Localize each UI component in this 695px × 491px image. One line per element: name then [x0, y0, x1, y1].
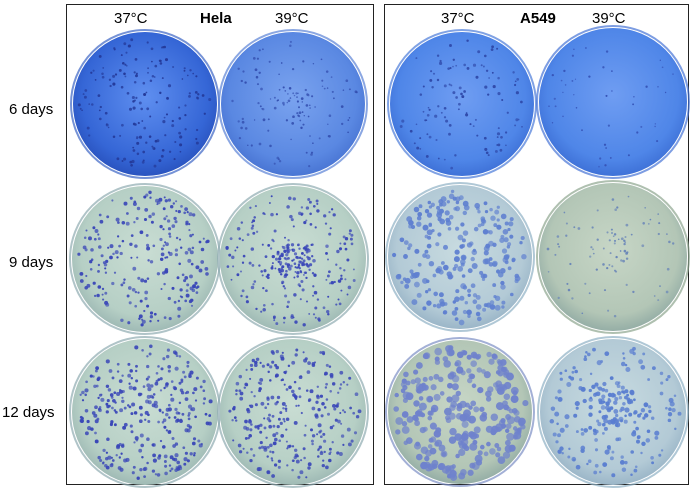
plate-a549-37c-6-days — [387, 29, 537, 179]
plate-hela-37c-12-days — [69, 336, 221, 488]
plate-hela-39c-9-days — [217, 183, 369, 335]
plate-hela-37c-9-days — [69, 183, 221, 335]
plate-hela-37c-6-days — [70, 29, 220, 179]
a549-39c-header: 39°C — [592, 10, 626, 27]
plate-a549-39c-9-days — [536, 180, 690, 334]
hela-37c-header: 37°C — [114, 10, 148, 27]
row-label-6-days: 6 days — [9, 101, 54, 118]
hela-title: Hela — [200, 10, 232, 27]
plate-a549-39c-6-days — [536, 25, 690, 179]
hela-39c-header: 39°C — [275, 10, 309, 27]
a549-title: A549 — [520, 10, 556, 27]
a549-37c-header: 37°C — [441, 10, 475, 27]
row-label-12-days: 12 days — [2, 404, 55, 421]
hela-panel — [66, 4, 374, 485]
plate-a549-39c-12-days — [537, 336, 689, 488]
row-label-9-days: 9 days — [9, 254, 54, 271]
plate-a549-37c-12-days — [385, 337, 535, 487]
plate-hela-39c-6-days — [218, 29, 368, 179]
plate-a549-37c-9-days — [385, 182, 535, 332]
plate-hela-39c-12-days — [217, 336, 369, 488]
